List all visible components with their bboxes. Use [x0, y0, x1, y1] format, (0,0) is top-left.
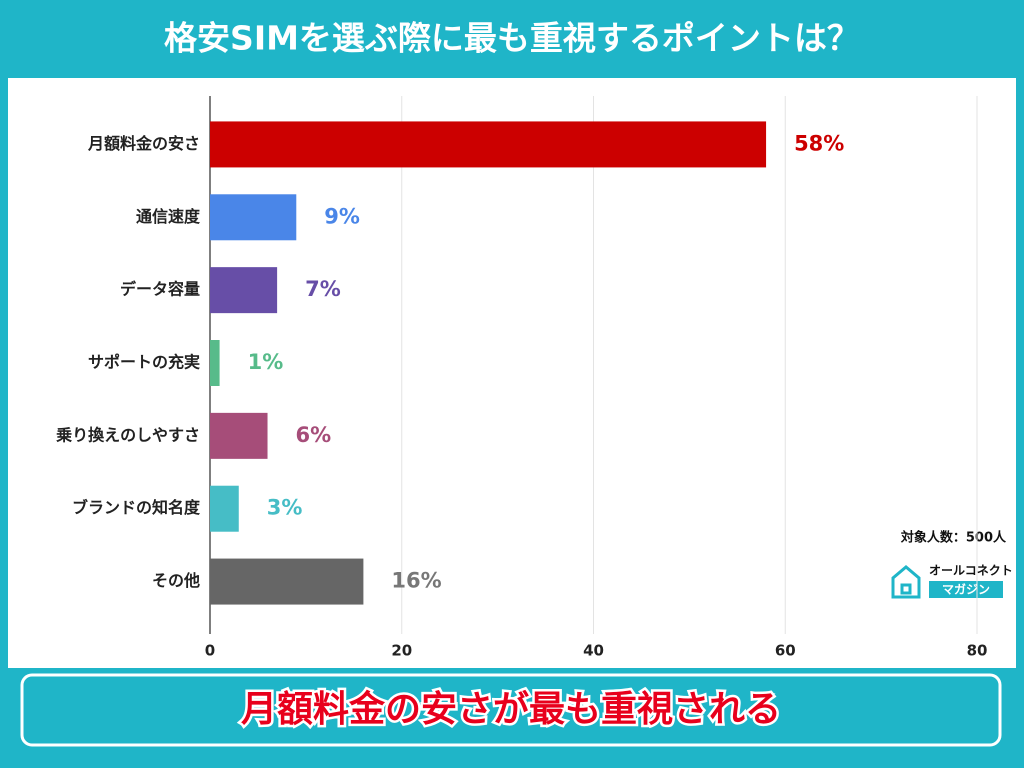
bar: [210, 485, 239, 532]
logo-icon: [891, 565, 921, 599]
data-label: 7%: [305, 277, 341, 301]
x-tick-label: 60: [775, 642, 796, 660]
data-label: 58%: [794, 131, 844, 155]
y-tick-label: 通信速度: [136, 207, 201, 226]
y-tick-label: 乗り換えのしやすさ: [56, 425, 200, 444]
data-label: 6%: [296, 423, 332, 447]
bar: [210, 194, 297, 241]
chart-title: 格安SIMを選ぶ際に最も重視するポイントは？: [164, 19, 860, 58]
logo-badge: [929, 581, 1003, 598]
y-tick-label: ブランドの知名度: [72, 498, 201, 517]
data-label: 16%: [391, 569, 441, 593]
bar: [210, 267, 278, 314]
y-tick-label: 月額料金の安さ: [87, 134, 200, 153]
data-label: 3%: [267, 496, 303, 520]
note: 対象人数：500人: [900, 530, 1007, 546]
y-tick-label: その他: [152, 571, 200, 590]
y-tick-label: サポートの充実: [88, 353, 200, 372]
bar: [210, 558, 364, 605]
logo-text: オールコネクト: [929, 564, 1013, 578]
x-tick-label: 80: [967, 642, 988, 660]
conclusion-box: [20, 673, 1002, 747]
plot-panel: [8, 78, 1016, 668]
logo-text: マガジン: [942, 582, 990, 597]
x-tick-label: 20: [391, 642, 412, 660]
data-label: 9%: [324, 204, 360, 228]
x-tick-label: 0: [205, 642, 215, 660]
conclusion: 月額料金の安さが最も重視される: [241, 688, 781, 730]
y-tick-label: データ容量: [120, 280, 200, 299]
bar: [210, 340, 220, 386]
bar: [210, 121, 767, 168]
bar: [210, 412, 268, 459]
x-tick-label: 40: [583, 642, 604, 660]
data-label: 1%: [248, 350, 284, 374]
